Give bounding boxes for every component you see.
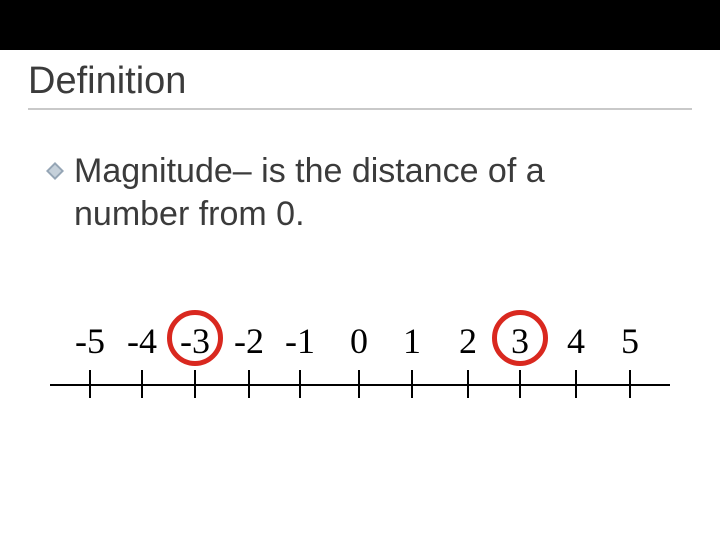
number-label: -4 <box>127 320 157 362</box>
title-topbar <box>0 0 720 50</box>
emphasis-circle <box>492 310 548 366</box>
emphasis-circle <box>167 310 223 366</box>
number-label: 5 <box>621 320 639 362</box>
number-line-tick <box>411 370 413 398</box>
slide: Definition Magnitude– is the distance of… <box>0 0 720 540</box>
number-line-tick <box>248 370 250 398</box>
number-line-tick <box>141 370 143 398</box>
number-label: -2 <box>234 320 264 362</box>
number-line-tick <box>194 370 196 398</box>
number-label: -5 <box>75 320 105 362</box>
number-label: 0 <box>350 320 368 362</box>
number-line-axis <box>50 384 670 386</box>
number-line-tick <box>89 370 91 398</box>
number-label: -1 <box>285 320 315 362</box>
diamond-bullet-icon <box>46 162 64 180</box>
number-line-labels: -5-4-3-2-1012345 <box>60 320 660 366</box>
definition-text: Magnitude– is the distance of a number f… <box>74 150 634 235</box>
number-line-tick <box>299 370 301 398</box>
title-underline <box>28 108 692 110</box>
number-line-tick <box>519 370 521 398</box>
number-line-tick <box>629 370 631 398</box>
number-label: 4 <box>567 320 585 362</box>
number-line-tick <box>358 370 360 398</box>
number-line: -5-4-3-2-1012345 <box>60 320 660 440</box>
slide-title: Definition <box>28 60 186 103</box>
number-line-tick <box>467 370 469 398</box>
number-line-tick <box>575 370 577 398</box>
term-word: Magnitude <box>74 152 233 190</box>
number-label: 1 <box>403 320 421 362</box>
number-label: 2 <box>459 320 477 362</box>
